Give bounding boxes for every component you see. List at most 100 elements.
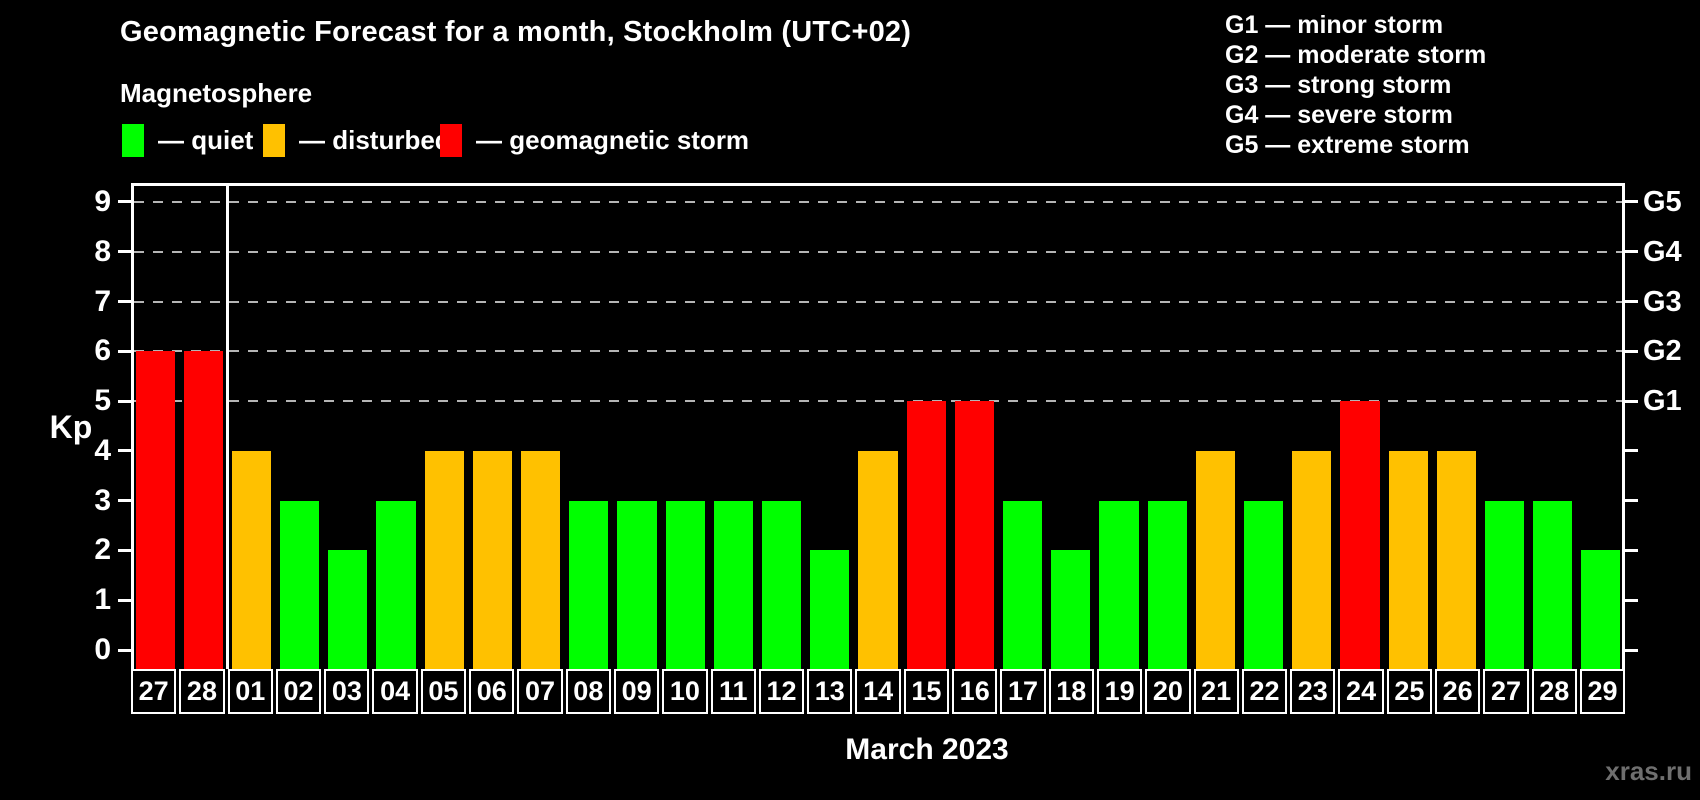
g-legend-line-g4: G4 — severe storm (1225, 101, 1453, 129)
date-label-05: 05 (420, 669, 467, 714)
date-label-19: 19 (1096, 669, 1143, 714)
date-label-08: 08 (565, 669, 611, 714)
kp-bar-24 (1340, 401, 1380, 669)
date-label-27: 27 (1483, 669, 1529, 714)
date-label-28: 28 (1531, 669, 1577, 714)
plot-left-spine (131, 183, 134, 669)
date-label-09: 09 (613, 669, 660, 714)
date-label-16: 16 (952, 669, 998, 714)
date-label-06: 06 (469, 669, 515, 714)
g-legend-line-g5: G5 — extreme storm (1225, 131, 1470, 159)
right-axis-label-g1: G1 (1643, 385, 1682, 418)
plot-top-spine (131, 183, 1625, 186)
g-legend-line-g3: G3 — strong storm (1225, 71, 1452, 99)
kp-bar-16 (954, 401, 994, 669)
kp-bar-03 (328, 550, 368, 669)
kp-bar-09 (617, 500, 657, 669)
g-legend-line-g1: G1 — minor storm (1225, 11, 1444, 39)
y-tick-label-6: 6 (94, 334, 111, 368)
plot-right-spine (1622, 183, 1625, 669)
kp-bar-23 (1292, 450, 1332, 669)
plot-area: 0 1 2 3 4 5 6 7 8 9 G1 G2 G3 G4 G5 (94, 183, 1682, 669)
gridline-kp7 (134, 300, 1622, 303)
disturbed-swatch-icon (263, 124, 285, 157)
right-tick-kp6 (1625, 349, 1638, 353)
date-label-20: 20 (1145, 669, 1191, 714)
page-title: Geomagnetic Forecast for a month, Stockh… (120, 16, 912, 48)
kp-bar-01 (231, 450, 272, 669)
gridline-kp5 (134, 400, 1622, 403)
right-tick-kp4 (1625, 449, 1638, 453)
kp-bar-13 (810, 550, 850, 669)
left-tick-kp6 (118, 349, 131, 353)
y-tick-label-0: 0 (94, 633, 111, 666)
kp-bar-14 (858, 450, 898, 669)
right-tick-kp7 (1625, 300, 1638, 304)
legend-label-disturbed: — disturbed (299, 125, 451, 155)
date-label-04: 04 (372, 669, 418, 714)
watermark: xras.ru (1605, 756, 1692, 786)
g-scale-legend: G1 — minor storm G2 — moderate storm G3 … (1225, 10, 1486, 160)
date-label-12: 12 (758, 669, 805, 714)
date-label-25: 25 (1386, 669, 1433, 714)
y-tick-label-9: 9 (94, 184, 111, 218)
kp-bar-21 (1195, 450, 1235, 669)
date-label-27: 27 (131, 669, 177, 714)
kp-bar-11 (713, 500, 753, 669)
date-label-28: 28 (179, 669, 225, 714)
date-label-11: 11 (710, 669, 756, 714)
legend-item-storm: — geomagnetic storm (440, 124, 749, 157)
y-axis-label-kp: Kp (49, 409, 93, 445)
y-tick-label-2: 2 (94, 533, 111, 567)
y-tick-label-1: 1 (94, 583, 111, 617)
subtitle-magnetosphere: Magnetosphere (120, 78, 313, 108)
kp-bar-06 (472, 450, 513, 669)
legend-item-quiet: — quiet (122, 124, 253, 157)
left-tick-kp1 (118, 598, 131, 602)
legend-item-disturbed: — disturbed (263, 124, 451, 157)
date-label-18: 18 (1048, 669, 1094, 714)
gridline-kp8 (134, 250, 1622, 253)
date-label-03: 03 (324, 669, 370, 714)
month-boundary-line (226, 183, 230, 669)
left-tick-kp3 (118, 499, 131, 503)
left-tick-kp4 (118, 449, 131, 453)
storm-swatch-icon (440, 124, 462, 157)
y-tick-label-8: 8 (94, 234, 111, 268)
kp-bar-12 (762, 500, 802, 669)
kp-bar-10 (665, 500, 705, 669)
date-label-29: 29 (1579, 669, 1626, 714)
x-axis-date-row: 27 28 01 02 03 04 05 06 07 08 09 10 11 12 13 14 15 16 17 18… (131, 669, 1626, 714)
right-axis-label-g5: G5 (1643, 185, 1682, 218)
kp-bar-26 (1436, 450, 1476, 669)
right-axis-label-g4: G4 (1643, 235, 1682, 268)
left-tick-kp5 (118, 399, 131, 403)
g-legend-line-g2: G2 — moderate storm (1225, 41, 1487, 69)
y-tick-label-7: 7 (94, 284, 111, 318)
left-tick-kp0 (118, 648, 131, 652)
date-label-23: 23 (1290, 669, 1336, 714)
kp-bar-17 (1002, 500, 1043, 669)
kp-bar-19 (1099, 500, 1139, 669)
quiet-swatch-icon (122, 124, 144, 157)
date-label-17: 17 (1000, 669, 1046, 714)
date-label-02: 02 (275, 669, 322, 714)
kp-bar-02 (280, 500, 320, 669)
legend-label-quiet: — quiet (158, 125, 254, 155)
kp-bar-18 (1051, 550, 1091, 669)
date-label-10: 10 (662, 669, 708, 714)
date-label-15: 15 (903, 669, 950, 714)
kp-bar-04 (376, 500, 416, 669)
x-axis-title: March 2023 (845, 733, 1009, 766)
right-tick-kp8 (1625, 250, 1638, 254)
right-axis-label-g3: G3 (1643, 285, 1682, 318)
kp-bar-07 (521, 450, 561, 669)
date-label-13: 13 (807, 669, 853, 714)
left-tick-kp9 (118, 200, 131, 204)
right-tick-kp5 (1625, 399, 1638, 403)
y-tick-label-3: 3 (94, 483, 111, 517)
kp-bar-08 (569, 500, 609, 669)
left-tick-kp7 (118, 300, 131, 304)
kp-bar-27 (1484, 500, 1525, 669)
date-label-22: 22 (1241, 669, 1288, 714)
